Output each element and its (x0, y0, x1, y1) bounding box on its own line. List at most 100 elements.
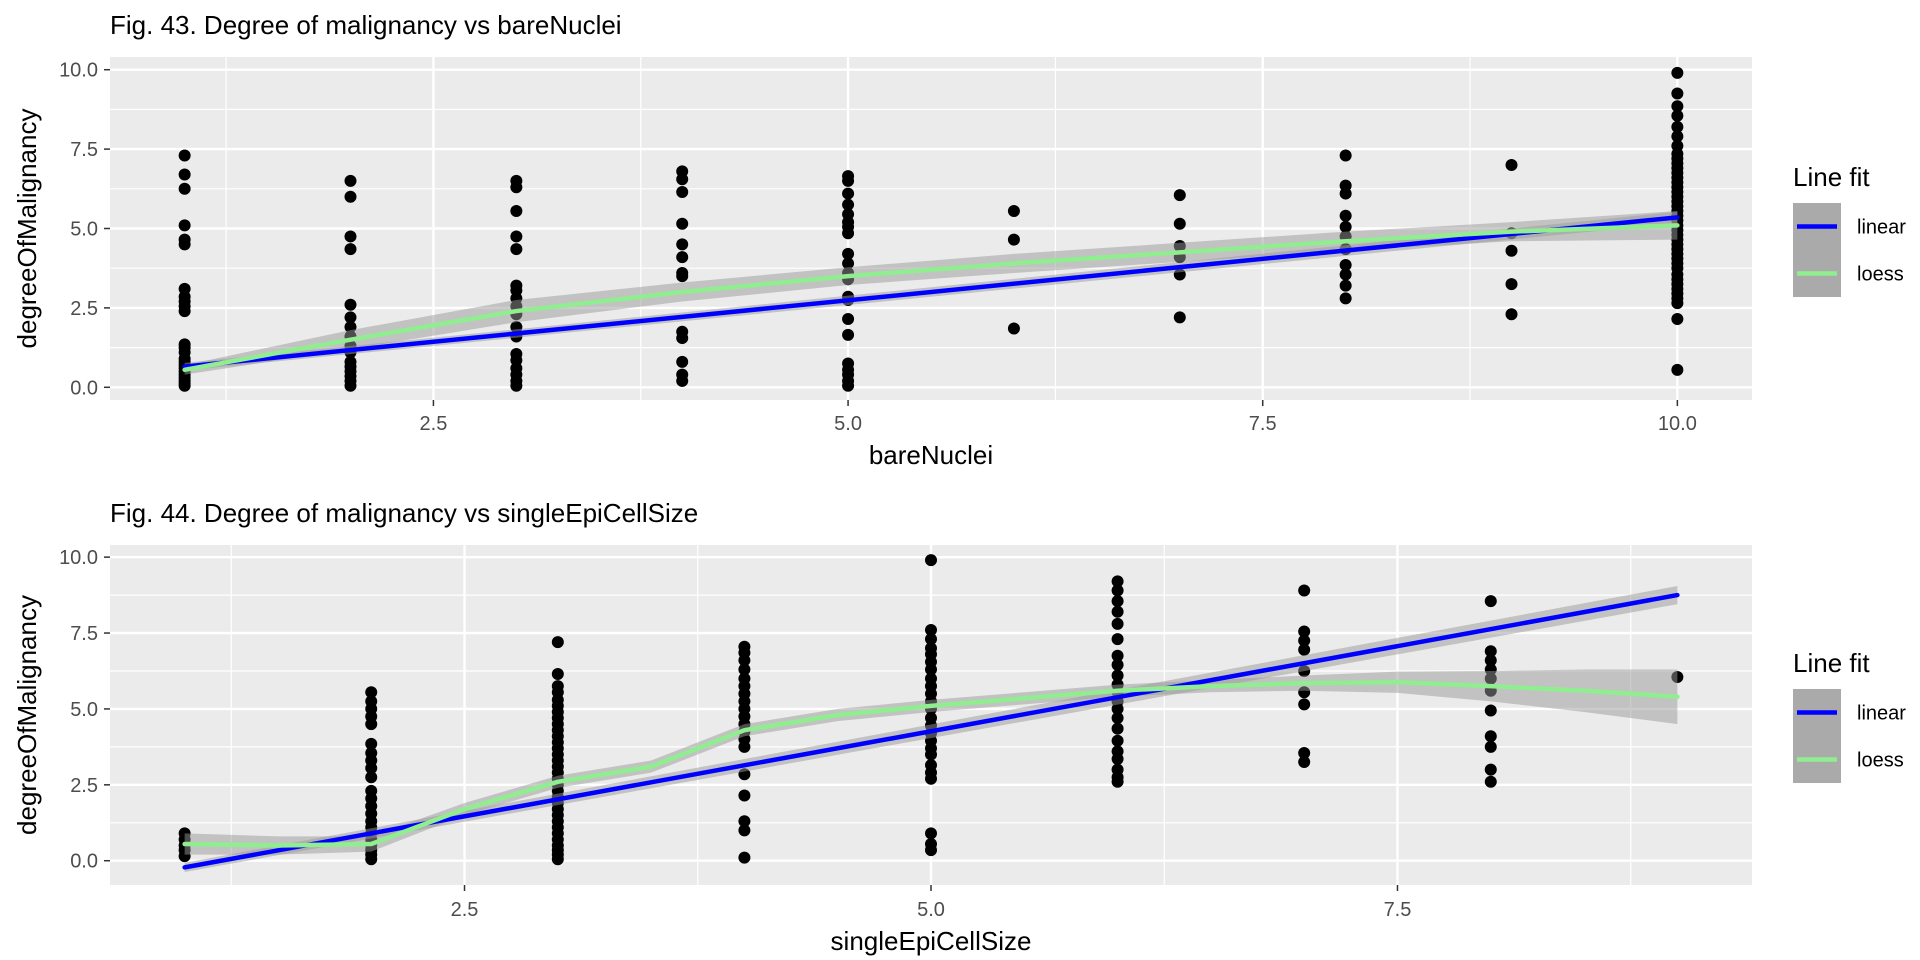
data-point (1484, 654, 1497, 667)
data-point (1671, 66, 1684, 79)
confidence-band-loess (184, 211, 1678, 375)
legend-label-loess: loess (1857, 264, 1904, 286)
data-point (925, 633, 937, 646)
data-point (178, 149, 191, 162)
data-point (925, 838, 937, 851)
data-point (1111, 669, 1124, 682)
y-tick-label: 2.5 (70, 298, 98, 320)
data-point (365, 695, 378, 708)
data-point (738, 824, 751, 837)
data-point (1111, 605, 1124, 618)
data-point (1173, 217, 1186, 230)
chart-1: Fig. 43. Degree of malignancy vs bareNuc… (12, 10, 1906, 470)
data-point (925, 827, 937, 840)
data-point (365, 737, 378, 750)
data-point (344, 230, 357, 243)
data-point (344, 174, 357, 187)
y-axis-label: degreeOfMalignancy (12, 595, 42, 835)
y-axis-label: degreeOfMalignancy (12, 109, 42, 349)
data-point (1111, 745, 1124, 758)
data-point (842, 198, 855, 211)
data-point (1339, 149, 1352, 162)
x-tick-label: 10.0 (1658, 413, 1697, 435)
data-point (510, 279, 523, 292)
data-point (1111, 763, 1124, 776)
data-point (925, 712, 937, 725)
data-point (365, 784, 378, 797)
data-point (510, 230, 523, 243)
data-point (1484, 740, 1497, 753)
data-point (1505, 278, 1518, 291)
x-tick-label: 7.5 (1249, 413, 1277, 435)
fit-line-loess (182, 679, 1680, 848)
data-point (344, 190, 357, 203)
x-tick-label: 2.5 (420, 413, 448, 435)
data-point (1111, 595, 1124, 608)
x-tick-label: 2.5 (451, 899, 479, 921)
data-point (676, 165, 689, 178)
data-point (676, 355, 689, 368)
data-point (1484, 763, 1497, 776)
data-point (1484, 704, 1497, 717)
data-point (1007, 233, 1020, 246)
legend-title: Line fit (1793, 162, 1870, 192)
data-point (510, 243, 523, 256)
x-tick-label: 7.5 (1384, 899, 1412, 921)
data-point (1298, 746, 1311, 759)
data-point (676, 266, 689, 279)
legend: Line fit linear loess (1793, 162, 1906, 297)
data-point (178, 233, 191, 246)
data-point (842, 328, 855, 341)
y-tick-label: 5.0 (70, 219, 98, 241)
data-point (344, 243, 357, 256)
data-point (676, 238, 689, 251)
data-point (1484, 595, 1497, 608)
data-point (1111, 584, 1124, 597)
data-point (1339, 268, 1352, 281)
data-point (1671, 139, 1684, 152)
data-point (842, 170, 855, 183)
data-point (842, 208, 855, 221)
data-point (178, 219, 191, 232)
data-point (365, 746, 378, 759)
data-point (1671, 363, 1684, 376)
data-point (1339, 209, 1352, 222)
data-point (1111, 734, 1124, 747)
data-point (1339, 179, 1352, 192)
data-point (1671, 313, 1684, 326)
data-point (1505, 308, 1518, 321)
data-point (510, 174, 523, 187)
data-point (510, 205, 523, 218)
data-point (1007, 322, 1020, 335)
data-point (1671, 120, 1684, 133)
data-point (925, 759, 937, 772)
data-point (1111, 649, 1124, 662)
data-point (1111, 633, 1124, 646)
data-point (1505, 158, 1518, 171)
data-point (1339, 279, 1352, 292)
data-point (1111, 722, 1124, 735)
y-tick-label: 10.0 (59, 547, 98, 569)
data-point (1173, 311, 1186, 324)
data-point (344, 355, 357, 368)
legend-label-linear: linear (1857, 703, 1906, 725)
x-tick-label: 5.0 (917, 899, 945, 921)
data-point (676, 251, 689, 264)
fit-line-loess (182, 223, 1680, 373)
data-point (676, 368, 689, 381)
data-point (1484, 775, 1497, 788)
data-point (1671, 87, 1684, 100)
data-point (1339, 220, 1352, 233)
data-point (1111, 712, 1124, 725)
data-point (1111, 575, 1124, 588)
data-point (365, 686, 378, 699)
points (178, 554, 1684, 866)
data-point (365, 771, 378, 784)
data-point (676, 217, 689, 230)
y-tick-label: 7.5 (70, 139, 98, 161)
x-tick-label: 5.0 (834, 413, 862, 435)
points (178, 66, 1684, 392)
data-point (178, 282, 191, 295)
chart-2: Fig. 44. Degree of malignancy vs singleE… (12, 498, 1906, 956)
data-point (1111, 658, 1124, 671)
